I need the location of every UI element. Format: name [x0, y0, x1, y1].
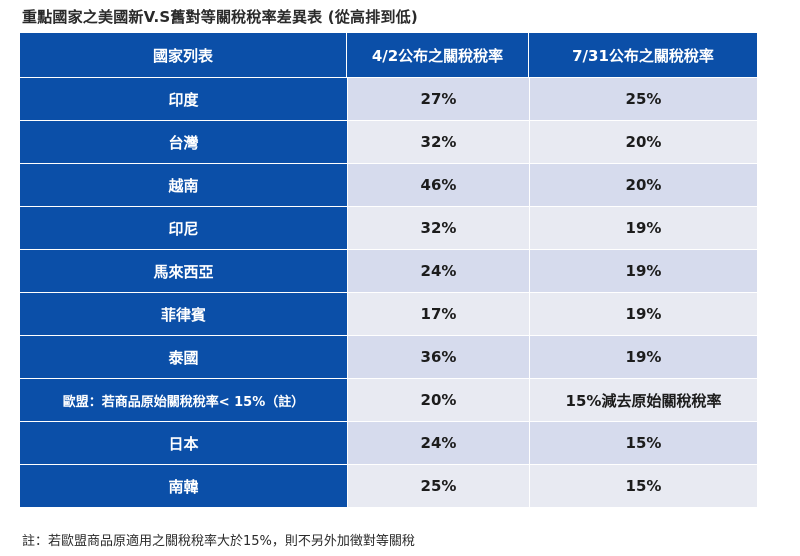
table-row: 印尼 32% 19% [20, 206, 757, 249]
jul-rate-cell: 19% [529, 292, 757, 335]
country-cell: 越南 [20, 163, 347, 206]
page-title: 重點國家之美國新V.S舊對等關稅稅率差異表 (從高排到低) [22, 8, 418, 26]
apr-rate-cell: 46% [347, 163, 529, 206]
jul-rate-cell: 19% [529, 249, 757, 292]
apr-rate-cell: 32% [347, 206, 529, 249]
jul-rate-cell: 19% [529, 335, 757, 378]
tariff-table: 國家列表 4/2公布之關稅稅率 7/31公布之關稅稅率 印度 27% 25% 台… [20, 33, 757, 507]
jul-rate-cell: 15%減去原始關稅稅率 [529, 378, 757, 421]
jul-rate-cell: 20% [529, 163, 757, 206]
country-cell: 印尼 [20, 206, 347, 249]
country-cell: 泰國 [20, 335, 347, 378]
apr-rate-cell: 17% [347, 292, 529, 335]
table-row: 泰國 36% 19% [20, 335, 757, 378]
header-apr-rate: 4/2公布之關稅稅率 [347, 33, 529, 77]
jul-rate-cell: 15% [529, 421, 757, 464]
table-row: 歐盟：若商品原始關稅稅率< 15%（註） 20% 15%減去原始關稅稅率 [20, 378, 757, 421]
jul-rate-cell: 25% [529, 77, 757, 120]
table-row: 馬來西亞 24% 19% [20, 249, 757, 292]
table-header-row: 國家列表 4/2公布之關稅稅率 7/31公布之關稅稅率 [20, 33, 757, 77]
jul-rate-cell: 20% [529, 120, 757, 163]
table-row: 日本 24% 15% [20, 421, 757, 464]
apr-rate-cell: 36% [347, 335, 529, 378]
apr-rate-cell: 24% [347, 421, 529, 464]
country-cell: 歐盟：若商品原始關稅稅率< 15%（註） [20, 378, 347, 421]
apr-rate-cell: 24% [347, 249, 529, 292]
country-cell: 南韓 [20, 464, 347, 507]
table-row: 菲律賓 17% 19% [20, 292, 757, 335]
header-jul-rate: 7/31公布之關稅稅率 [529, 33, 757, 77]
footnote: 註：若歐盟商品原適用之關稅稅率大於15%，則不另外加徵對等關稅 [22, 534, 415, 549]
table-row: 台灣 32% 20% [20, 120, 757, 163]
apr-rate-cell: 20% [347, 378, 529, 421]
country-cell: 台灣 [20, 120, 347, 163]
table-row: 南韓 25% 15% [20, 464, 757, 507]
table-row: 印度 27% 25% [20, 77, 757, 120]
country-cell: 日本 [20, 421, 347, 464]
header-country: 國家列表 [20, 33, 347, 77]
apr-rate-cell: 27% [347, 77, 529, 120]
country-cell: 馬來西亞 [20, 249, 347, 292]
apr-rate-cell: 25% [347, 464, 529, 507]
apr-rate-cell: 32% [347, 120, 529, 163]
country-cell: 印度 [20, 77, 347, 120]
table-row: 越南 46% 20% [20, 163, 757, 206]
jul-rate-cell: 15% [529, 464, 757, 507]
country-cell: 菲律賓 [20, 292, 347, 335]
jul-rate-cell: 19% [529, 206, 757, 249]
